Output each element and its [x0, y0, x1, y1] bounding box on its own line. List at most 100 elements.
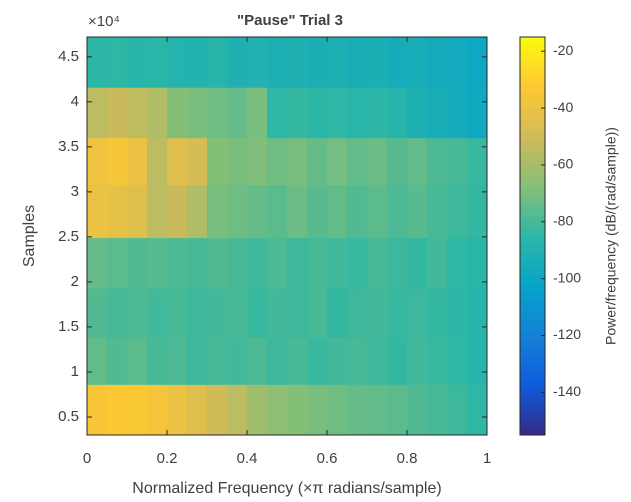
colorbar-swatch — [520, 224, 545, 229]
heat-cell — [167, 237, 188, 289]
colorbar-swatch — [520, 128, 545, 134]
colorbar-swatch — [520, 411, 545, 416]
colorbar-swatch — [520, 212, 545, 217]
heat-cell — [187, 87, 208, 139]
colorbar-swatch — [520, 104, 545, 110]
chart-title: "Pause" Trial 3 — [237, 12, 343, 29]
colorbar-swatch — [520, 371, 545, 376]
heat-cell — [447, 237, 468, 289]
heat-cell — [367, 87, 388, 139]
heat-cell — [347, 87, 368, 139]
heat-cell — [247, 137, 268, 185]
colorbar-swatch — [520, 291, 545, 297]
heat-cell — [227, 237, 248, 289]
colorbar-swatch — [520, 232, 545, 237]
heat-cell — [287, 37, 308, 88]
heat-cell — [327, 288, 348, 339]
x-tick-label: 0.4 — [237, 450, 258, 467]
colorbar-swatch — [520, 208, 545, 213]
heat-cell — [107, 337, 128, 385]
heat-cell — [307, 288, 328, 339]
heat-cell — [227, 184, 248, 239]
y-tick-label: 3.5 — [58, 138, 79, 155]
heat-cell — [427, 37, 448, 88]
heat-cell — [247, 288, 268, 339]
heat-cell — [427, 288, 448, 339]
colorbar-swatch — [520, 275, 545, 281]
colorbar-swatch — [520, 327, 545, 333]
colorbar-swatch — [520, 391, 545, 396]
heat-cell — [407, 87, 428, 139]
heat-cell — [147, 384, 168, 436]
heat-cell — [367, 237, 388, 289]
heat-cell — [387, 237, 408, 289]
colorbar-tick-label: -80 — [553, 212, 573, 228]
colorbar-swatch — [520, 60, 545, 66]
heat-cell — [347, 184, 368, 239]
colorbar-swatch — [520, 40, 545, 46]
heat-cell — [187, 37, 208, 88]
colorbar-swatch — [520, 144, 545, 149]
colorbar-tick-label: -120 — [553, 326, 581, 342]
heat-cell — [407, 288, 428, 339]
y-tick-label: 4 — [71, 93, 79, 110]
y-tick-label: 1 — [71, 363, 79, 380]
heat-cell — [327, 184, 348, 239]
colorbar-swatch — [520, 56, 545, 62]
heat-cell — [247, 184, 268, 239]
colorbar-swatch — [520, 112, 545, 118]
heat-cell — [267, 384, 288, 436]
heat-cell — [367, 337, 388, 385]
heat-cell — [327, 384, 348, 436]
colorbar-swatch — [520, 271, 545, 277]
colorbar-swatch — [520, 48, 545, 54]
heat-cell — [287, 137, 308, 185]
colorbar-swatch — [520, 148, 545, 153]
y-tick-label: 3 — [71, 183, 79, 200]
colorbar-swatch — [520, 383, 545, 388]
colorbar-swatch — [520, 100, 545, 106]
heat-cell — [467, 184, 488, 239]
heat-cell — [247, 37, 268, 88]
colorbar-tick-label: -60 — [553, 156, 573, 172]
heat-cell — [127, 184, 148, 239]
heat-cell — [267, 37, 288, 88]
heat-cell — [127, 337, 148, 385]
heat-cell — [387, 337, 408, 385]
heat-cell — [247, 237, 268, 289]
heat-cell — [287, 288, 308, 339]
colorbar-tick-label: -100 — [553, 269, 581, 285]
colorbar-swatch — [520, 319, 545, 325]
heat-cell — [167, 87, 188, 139]
heat-cell — [87, 288, 108, 339]
heat-cell — [467, 137, 488, 185]
heat-cell — [107, 137, 128, 185]
heat-cell — [267, 337, 288, 385]
heat-cell — [207, 37, 228, 88]
y-tick-label: 4.5 — [58, 48, 79, 65]
heat-cell — [447, 37, 468, 88]
heat-cell — [367, 288, 388, 339]
heat-cell — [287, 384, 308, 436]
colorbar-swatch — [520, 347, 545, 352]
colorbar-swatch — [520, 303, 545, 309]
colorbar-swatch — [520, 323, 545, 329]
colorbar-swatch — [520, 307, 545, 313]
heat-cell — [127, 37, 148, 88]
heat-cell — [187, 137, 208, 185]
colorbar-swatch — [520, 220, 545, 225]
colorbar-swatch — [520, 415, 545, 420]
heat-cell — [127, 137, 148, 185]
y-exponent: ×10⁴ — [88, 13, 120, 30]
colorbar-swatch — [520, 355, 545, 360]
heat-cell — [107, 37, 128, 88]
x-axis-label: Normalized Frequency (×π radians/sample) — [132, 480, 441, 497]
heat-cell — [147, 137, 168, 185]
heat-cell — [107, 87, 128, 139]
colorbar-swatch — [520, 140, 545, 145]
colorbar-swatch — [520, 359, 545, 364]
heat-cell — [167, 384, 188, 436]
heat-cell — [187, 288, 208, 339]
